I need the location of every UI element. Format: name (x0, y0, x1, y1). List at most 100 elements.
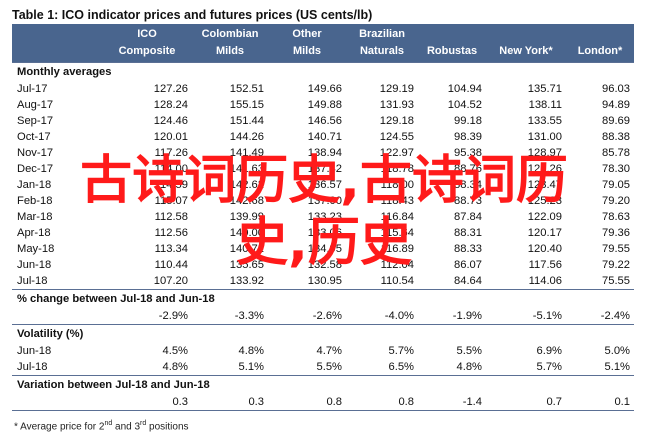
table-row: Dec-17 114.00 141.63 137.42 118.78 88.76 125.2… (12, 161, 634, 177)
table-cell: 139.99 (229, 211, 264, 223)
table-cell: 118.43 (380, 195, 414, 207)
section-variation: Variation between Jul-18 and Jun-18 (12, 375, 634, 394)
table-cell: 127.26 (153, 83, 188, 95)
col-header-line2: Robustas (418, 43, 486, 63)
table-cell: 149.88 (307, 99, 342, 111)
table-cell: 114.59 (154, 179, 188, 191)
table-cell: -1.4 (418, 394, 486, 411)
table-cell: 123.47 (527, 179, 562, 191)
table-cell: 104.52 (447, 99, 482, 111)
row-label: Jan-18 (17, 179, 52, 191)
table-cell: 98.39 (454, 131, 482, 143)
table-cell: 146.56 (307, 115, 342, 127)
table-row: Jul-18 107.20 133.92 130.95 110.54 84.64 114.0… (12, 273, 634, 290)
col-header-line2: Naturals (346, 43, 418, 63)
table-cell: 107.20 (153, 275, 188, 287)
table-cell: 118.78 (380, 163, 414, 175)
table-cell: 4.5% (162, 345, 189, 357)
table-cell: 6.9% (536, 345, 563, 357)
table-cell: 88.34 (454, 179, 482, 191)
table-cell: 120.17 (527, 227, 562, 239)
section-monthly-averages: Monthly averages (12, 62, 634, 81)
table-cell: 136.57 (307, 179, 342, 191)
footnote: * Average price for 2nd and 3rd position… (14, 420, 189, 432)
table-cell: 75.55 (602, 275, 630, 287)
section-heading: % change between Jul-18 and Jun-18 (12, 289, 634, 308)
table-cell: 0.3 (192, 394, 268, 411)
table-cell: 96.03 (602, 83, 630, 95)
table-cell: -1.9% (452, 310, 482, 322)
table-cell: 115.64 (380, 227, 414, 239)
table-cell: 104.94 (447, 83, 482, 95)
table-cell: 79.20 (602, 195, 630, 207)
section-heading: Variation between Jul-18 and Jun-18 (12, 375, 634, 394)
table-cell: 112.58 (154, 211, 188, 223)
table-cell: 140.71 (307, 131, 342, 143)
table-cell: 5.1% (238, 361, 265, 373)
footnote-sup: rd (140, 420, 147, 427)
table-cell: 85.78 (602, 147, 630, 159)
row-label (12, 308, 102, 325)
table-cell: 155.15 (229, 99, 264, 111)
table-cell: 87.84 (454, 211, 482, 223)
row-label: Sep-17 (17, 115, 54, 127)
row-label: Jul-18 (17, 275, 48, 287)
header-row-2: Composite Milds Milds Naturals Robustas … (12, 43, 634, 63)
table-row: Jul-17 127.26 152.51 149.66 129.19 104.94 135.… (12, 81, 634, 97)
row-label: Nov-17 (17, 147, 54, 159)
table-cell: 141.49 (229, 147, 264, 159)
row-label: Mar-18 (17, 211, 53, 223)
table-cell: 88.38 (602, 131, 630, 143)
table-cell: 5.5% (316, 361, 343, 373)
table-cell: 133.55 (527, 115, 562, 127)
table-cell: 118.00 (380, 179, 414, 191)
table-cell: 120.40 (527, 243, 562, 255)
table-title: Table 1: ICO indicator prices and future… (12, 8, 373, 22)
table-cell: -2.4% (600, 310, 630, 322)
table-cell: 144.26 (229, 131, 264, 143)
table-row: Aug-17 128.24 155.15 149.88 131.93 104.52 138.… (12, 97, 634, 113)
row-label: Jun-18 (17, 345, 52, 357)
table-cell: 4.8% (162, 361, 189, 373)
table-row: Jan-18 114.59 142.62 136.57 118.00 88.34 123.4… (12, 177, 634, 193)
col-header-line1 (566, 24, 634, 43)
table-cell: 134.95 (307, 243, 342, 255)
table-cell: 5.7% (388, 345, 415, 357)
table-cell: 116.89 (380, 243, 414, 255)
table-cell: 94.89 (602, 99, 630, 111)
table-cell: 99.18 (454, 115, 482, 127)
table-cell: 88.33 (454, 243, 482, 255)
col-header-line2: Milds (192, 43, 268, 63)
table-cell: 0.8 (268, 394, 346, 411)
table-cell: 114.00 (154, 163, 188, 175)
table-cell: 137.00 (307, 195, 342, 207)
col-header-line1 (486, 24, 566, 43)
table-row: Jul-18 4.8% 5.1% 5.5% 6.5% 4.8% 5.7% 5.1% (12, 359, 634, 376)
table-cell: 129.18 (379, 115, 414, 127)
col-header-line2: Composite (102, 43, 192, 63)
table-cell: 110.44 (154, 259, 188, 271)
table-cell: 122.09 (527, 211, 562, 223)
header-blank (12, 24, 102, 43)
col-header-line2: New York* (486, 43, 566, 63)
table-cell: 0.1 (566, 394, 634, 411)
footnote-text: and 3 (112, 421, 141, 433)
table-cell: -3.3% (234, 310, 264, 322)
table-cell: 6.5% (388, 361, 415, 373)
col-header-line1: Colombian (192, 24, 268, 43)
table-cell: 131.93 (379, 99, 414, 111)
table-cell: 4.8% (238, 345, 265, 357)
table-cell: 129.19 (379, 83, 414, 95)
table-cell: 125.26 (527, 163, 562, 175)
table-row: -2.9% -3.3% -2.6% -4.0% -1.9% -5.1% -2.4% (12, 308, 634, 325)
table-cell: 152.51 (229, 83, 264, 95)
table-cell: 149.66 (307, 83, 342, 95)
table-cell: 89.69 (602, 115, 630, 127)
col-header-line1: ICO (102, 24, 192, 43)
table-cell: 5.5% (456, 345, 483, 357)
footnote-sup: nd (104, 420, 113, 427)
table-cell: 95.38 (454, 147, 482, 159)
table-cell: -2.9% (158, 310, 188, 322)
table-cell: 112.56 (154, 227, 188, 239)
table-cell: 133.92 (229, 275, 264, 287)
